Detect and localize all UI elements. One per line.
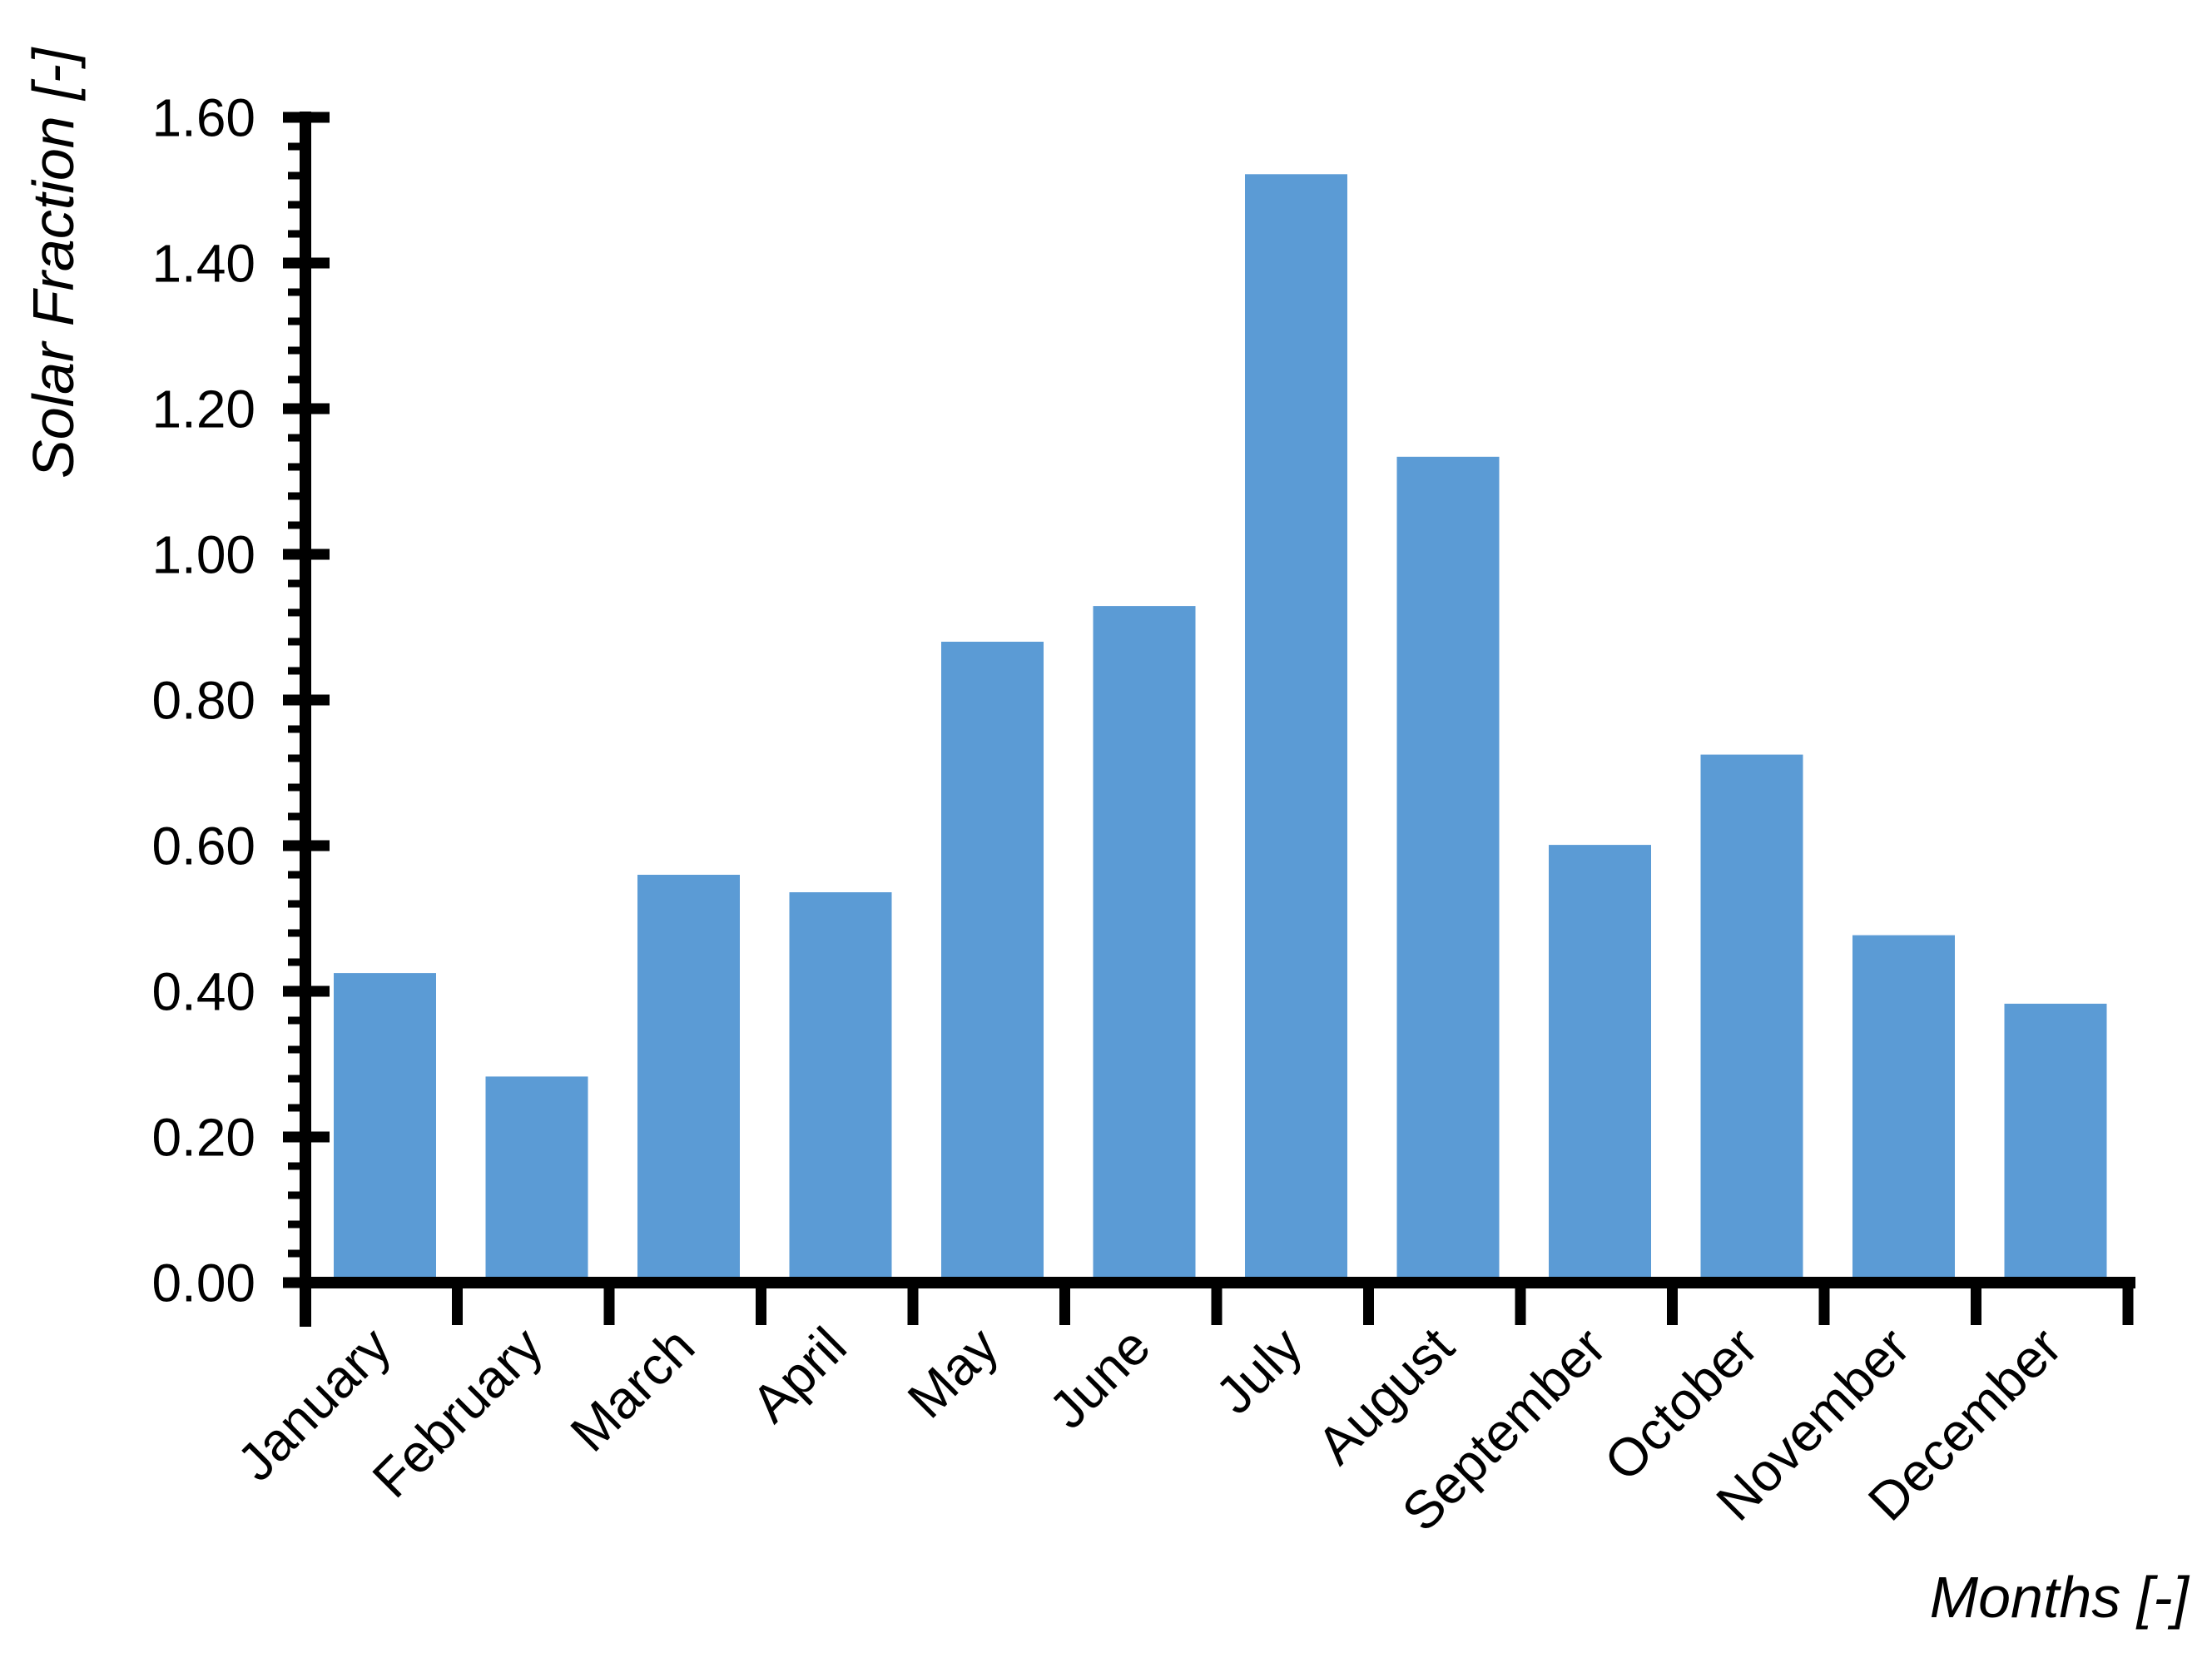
x-axis-ticks-group — [300, 1288, 2134, 1325]
y-minor-tick — [288, 958, 311, 966]
y-tick-label: 0.60 — [151, 816, 255, 876]
x-tick — [1971, 1288, 1981, 1325]
y-major-tick — [283, 985, 330, 997]
y-tick-label: 1.00 — [151, 524, 255, 584]
y-tick-label: 1.60 — [151, 87, 255, 147]
y-minor-tick — [288, 1162, 311, 1170]
bar-december — [2004, 1003, 2107, 1283]
bar-july — [1245, 174, 1347, 1283]
x-tick-label: June — [1038, 1316, 1162, 1440]
y-minor-tick — [288, 754, 311, 762]
y-minor-tick — [288, 783, 311, 792]
y-major-tick — [283, 1131, 330, 1143]
y-major-tick — [283, 257, 330, 269]
y-minor-tick — [288, 142, 311, 151]
x-tick — [1515, 1288, 1526, 1325]
x-axis-line — [300, 1277, 2135, 1288]
y-axis-ticks-group — [283, 112, 330, 1288]
x-tick — [452, 1288, 463, 1325]
y-minor-tick — [288, 521, 311, 529]
y-minor-tick — [288, 812, 311, 821]
x-tick — [1363, 1288, 1374, 1325]
x-tick-label: February — [361, 1316, 554, 1509]
y-minor-tick — [288, 1016, 311, 1025]
x-tick — [1667, 1288, 1678, 1325]
y-major-tick — [283, 694, 330, 706]
bar-february — [485, 1076, 588, 1283]
bar-november — [1852, 935, 1955, 1283]
y-minor-tick — [288, 1249, 311, 1258]
x-tick — [1818, 1288, 1830, 1325]
y-minor-tick — [288, 171, 311, 180]
x-tick — [756, 1288, 766, 1325]
x-tick-label: May — [896, 1316, 1009, 1429]
y-minor-tick — [288, 1220, 311, 1229]
y-minor-tick — [288, 492, 311, 500]
x-tick-label: April — [740, 1316, 857, 1433]
bar-may — [941, 642, 1044, 1283]
y-axis-title: Solar Fraction [-] — [21, 47, 86, 479]
y-minor-tick — [288, 579, 311, 588]
y-major-tick — [283, 403, 330, 414]
bar-april — [789, 892, 892, 1283]
x-tick — [1059, 1288, 1070, 1325]
y-minor-tick — [288, 434, 311, 442]
y-minor-tick — [288, 725, 311, 733]
bar-march — [637, 875, 740, 1283]
y-major-tick — [283, 112, 330, 123]
bar-january — [334, 973, 436, 1283]
x-tick — [603, 1288, 615, 1325]
x-tick — [907, 1288, 919, 1325]
y-major-tick — [283, 549, 330, 560]
bar-september — [1549, 845, 1651, 1283]
y-minor-tick — [288, 1104, 311, 1112]
x-tick-label: July — [1204, 1316, 1313, 1425]
y-tick-label: 0.20 — [151, 1107, 255, 1167]
x-axis-title: Months [-] — [1930, 1565, 2190, 1630]
y-tick-label: 0.40 — [151, 961, 255, 1021]
bar-august — [1396, 456, 1500, 1283]
x-tick — [2122, 1288, 2134, 1325]
y-major-tick — [283, 1277, 330, 1288]
y-tick-label: 0.80 — [151, 670, 255, 730]
y-axis-labels-group: 0.00 0.20 0.40 0.60 0.80 1.00 1.20 1.40 1.60 — [151, 87, 255, 1313]
y-minor-tick — [288, 871, 311, 879]
y-minor-tick — [288, 1045, 311, 1054]
y-minor-tick — [288, 900, 311, 908]
y-minor-tick — [288, 317, 311, 325]
y-minor-tick — [288, 346, 311, 355]
y-minor-tick — [288, 230, 311, 238]
x-tick — [300, 1288, 311, 1325]
y-minor-tick — [288, 929, 311, 937]
y-tick-label: 1.20 — [151, 379, 255, 439]
y-major-tick — [283, 840, 330, 851]
bar-june — [1093, 606, 1196, 1283]
y-minor-tick — [288, 608, 311, 617]
y-minor-tick — [288, 201, 311, 209]
y-tick-label: 0.00 — [151, 1253, 255, 1313]
y-tick-label: 1.40 — [151, 233, 255, 293]
y-minor-tick — [288, 667, 311, 675]
y-minor-tick — [288, 1075, 311, 1083]
x-tick — [1211, 1288, 1223, 1325]
x-tick-label: March — [559, 1316, 707, 1463]
y-minor-tick — [288, 638, 311, 646]
y-minor-tick — [288, 288, 311, 296]
y-minor-tick — [288, 375, 311, 384]
bar-october — [1700, 754, 1803, 1283]
y-minor-tick — [288, 1191, 311, 1199]
bars-group — [334, 174, 2107, 1283]
y-minor-tick — [288, 463, 311, 471]
